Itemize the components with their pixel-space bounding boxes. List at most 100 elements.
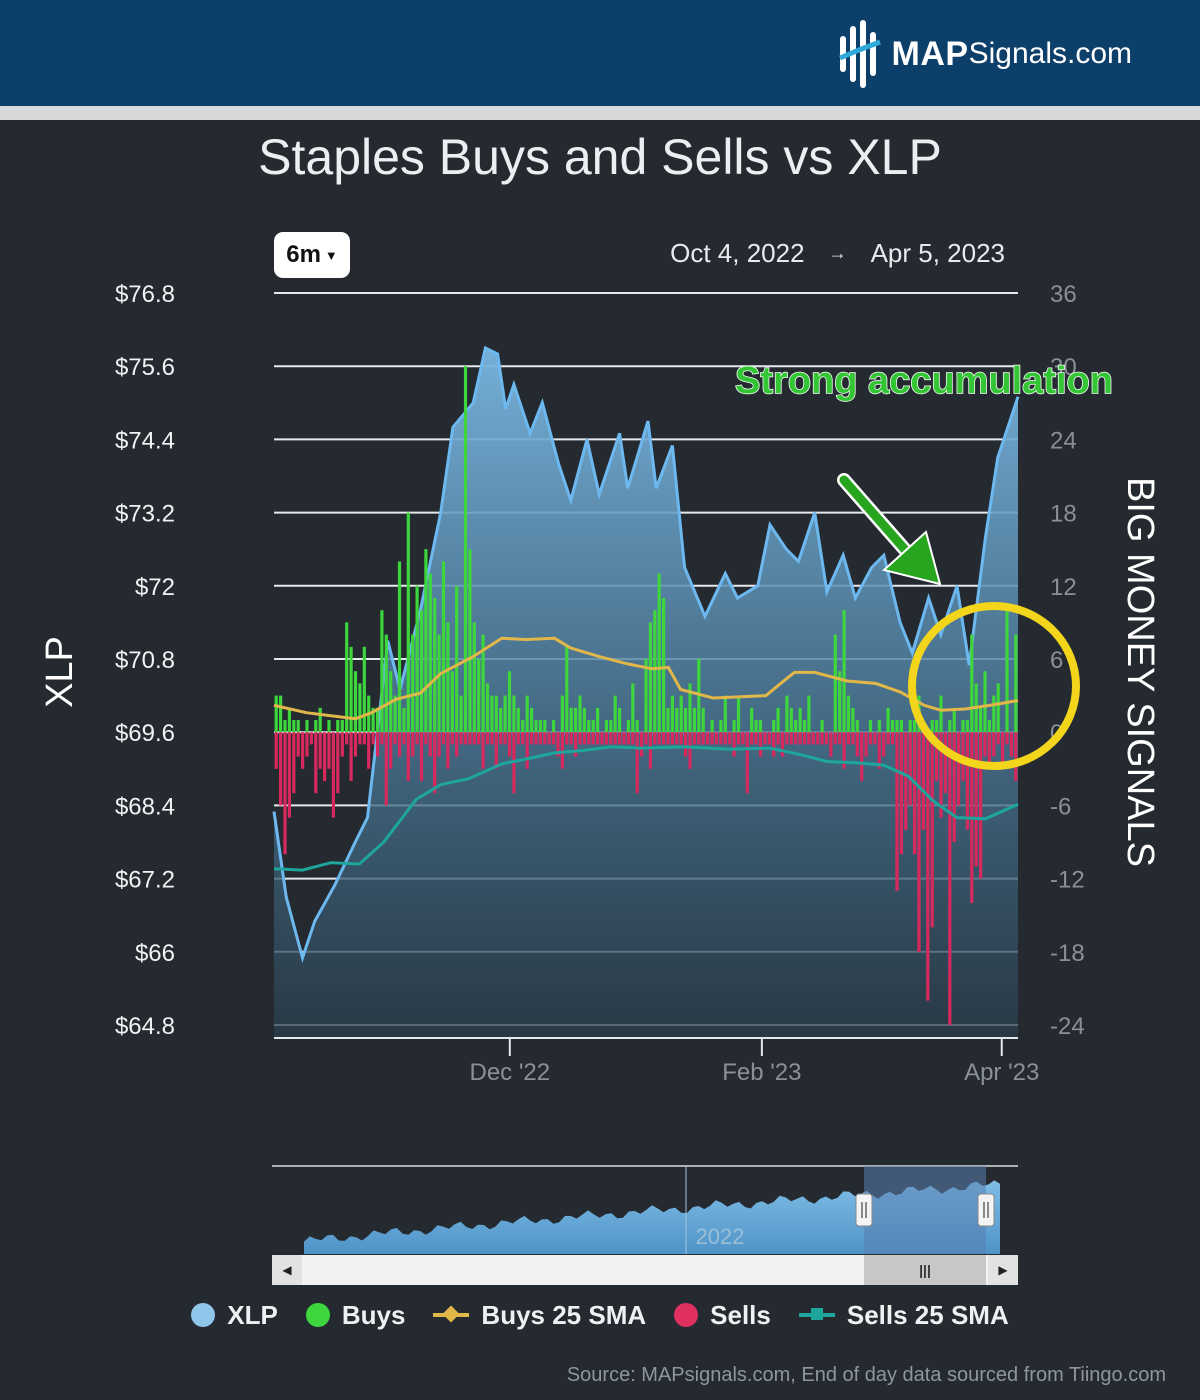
sell-bar	[301, 732, 305, 769]
sell-bar	[587, 732, 591, 745]
buy-bar	[503, 695, 507, 733]
buy-bar	[992, 695, 996, 733]
sell-bar	[763, 732, 767, 745]
y-axis-left-label: XLP	[39, 636, 81, 708]
sell-bar	[371, 732, 375, 745]
legend-item-sells[interactable]: Sells	[674, 1300, 771, 1331]
legend-item-sells-sma[interactable]: Sells 25 SMA	[798, 1300, 1009, 1331]
annotation-arrow	[837, 473, 942, 586]
sell-bar	[530, 732, 534, 745]
buy-bar	[833, 634, 837, 733]
buy-bar	[679, 695, 683, 733]
sell-bar	[494, 732, 498, 769]
navigator-window[interactable]	[864, 1166, 986, 1254]
sell-bar	[776, 732, 780, 745]
mapsignals-logo[interactable]: MAP Signals.com	[838, 18, 1132, 90]
buy-bar	[855, 720, 859, 733]
sell-bar	[327, 732, 331, 769]
sell-bar	[543, 732, 547, 745]
buy-bar	[886, 707, 890, 733]
y-left-tick-label: $70.8	[115, 647, 175, 674]
buy-bar	[613, 695, 617, 733]
sell-bar	[516, 732, 520, 745]
sell-bar	[283, 732, 287, 855]
sell-bar	[556, 732, 560, 757]
sell-bar	[846, 732, 851, 745]
buy-bar	[283, 720, 287, 733]
buy-bar	[327, 720, 331, 733]
xlp-dot-icon	[191, 1303, 216, 1327]
sell-bar	[838, 732, 842, 745]
buy-bar	[521, 720, 525, 733]
sell-bar	[882, 732, 886, 757]
sell-bar	[362, 732, 366, 745]
buy-bar	[455, 585, 459, 733]
buy-bar	[675, 707, 679, 733]
sell-bar	[1014, 732, 1018, 781]
sell-bar	[631, 732, 635, 745]
legend-item-buys[interactable]: Buys	[305, 1299, 406, 1331]
legend-item-buys-sma[interactable]: Buys 25 SMA	[433, 1300, 646, 1331]
sell-bar	[785, 732, 789, 745]
buy-bar	[868, 720, 873, 733]
legend-label-buys: Buys	[341, 1299, 406, 1330]
logo-text: Signals.com	[968, 37, 1132, 70]
sell-bar	[842, 732, 846, 769]
sell-bar	[926, 732, 930, 1001]
arrow-right-icon: →	[828, 243, 847, 263]
sell-bar	[780, 732, 785, 757]
scroll-left-button[interactable]: ◀	[272, 1255, 302, 1285]
legend-label-sells: Sells	[710, 1299, 771, 1330]
legend-item-xlp[interactable]: XLP	[191, 1300, 278, 1331]
sell-bar	[908, 732, 912, 806]
buy-bar	[349, 646, 353, 733]
buy-bar	[393, 695, 397, 733]
y-left-tick-label: $72	[135, 574, 175, 601]
buy-bar	[380, 610, 384, 733]
sell-bar	[582, 732, 586, 745]
sell-bar	[552, 732, 556, 745]
buy-bar	[710, 720, 714, 733]
buy-bar	[754, 720, 758, 733]
grip-icon: |||	[919, 1262, 931, 1278]
source-note: Source: MAPsignals.com, End of day data …	[566, 1364, 1166, 1386]
buy-bar	[485, 683, 490, 733]
date-to[interactable]: Apr 5, 2023	[870, 238, 1005, 268]
navigator-handle-left[interactable]	[855, 1193, 873, 1227]
sell-bar	[393, 732, 397, 745]
sell-bar	[710, 732, 714, 745]
buy-bar	[565, 646, 569, 733]
buy-bar	[437, 634, 441, 733]
logo-text-bold: MAP	[891, 34, 969, 73]
buy-bar	[948, 720, 952, 733]
sell-bar	[1001, 732, 1005, 769]
sell-bar	[706, 732, 710, 745]
sell-bar	[952, 732, 956, 842]
date-from[interactable]: Oct 4, 2022	[670, 238, 805, 268]
buy-bar	[807, 695, 811, 733]
buy-bar	[684, 707, 688, 733]
y-right-tick-label: 30	[1050, 354, 1077, 381]
buy-bar	[569, 707, 573, 733]
sell-bar	[481, 732, 485, 769]
sell-bar	[402, 732, 406, 745]
buy-bar	[419, 610, 424, 733]
buy-bar	[358, 683, 362, 733]
y-left-tick-label: $75.6	[115, 354, 175, 381]
scrollbar-thumb[interactable]: |||	[864, 1255, 986, 1285]
navigator-year-label: 2022	[696, 1224, 745, 1249]
range-selector-button[interactable]: 6m ▼	[274, 232, 350, 278]
buy-bar	[424, 549, 428, 733]
y-right-tick-label: 24	[1050, 427, 1077, 454]
buy-bar	[604, 720, 608, 733]
sell-bar	[437, 732, 441, 757]
buy-bar	[692, 707, 696, 733]
scroll-right-button[interactable]: ▶	[988, 1255, 1018, 1285]
sell-bar	[741, 732, 745, 745]
sell-bar	[644, 732, 648, 745]
navigator-handle-right[interactable]	[977, 1193, 995, 1227]
buy-bar	[345, 622, 349, 733]
buy-bar	[644, 659, 648, 733]
sell-bar	[772, 732, 776, 757]
sell-bar	[574, 732, 578, 757]
